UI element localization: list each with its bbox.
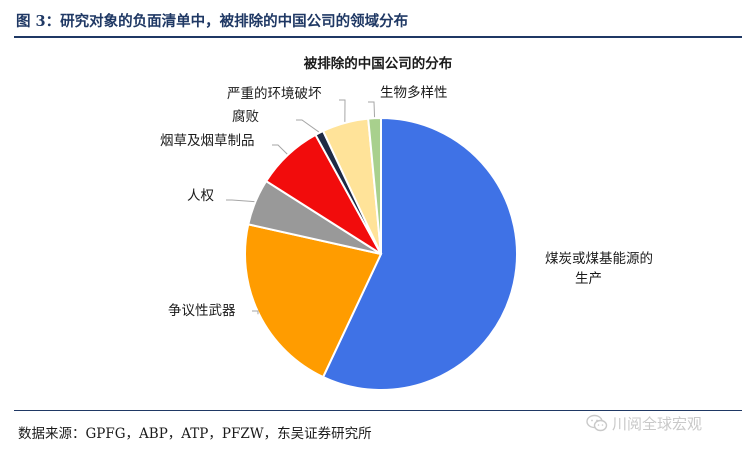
wechat-icon: [586, 414, 608, 432]
watermark-text: 川阅全球宏观: [612, 414, 703, 433]
slice-label: 严重的环境破坏: [227, 86, 322, 102]
leader-line: [339, 99, 346, 122]
pie-slice: [244, 223, 383, 379]
leader-line: [296, 119, 320, 133]
pie-slice: [321, 116, 518, 391]
leader-line: [252, 310, 259, 315]
figure-header: 图 3：研究对象的负面清单中，被排除的中国公司的领域分布: [14, 6, 742, 38]
figure-footer-rule: [14, 410, 742, 411]
slice-label: 腐败: [232, 109, 259, 125]
data-source: 数据来源：GPFG，ABP，ATP，PFZW，东吴证券研究所: [18, 426, 372, 442]
slice-label: 生物多样性: [380, 84, 448, 101]
leader-line: [272, 144, 288, 155]
slice-label: 烟草及烟草制品: [160, 133, 255, 149]
chart-title: 被排除的中国公司的分布: [304, 55, 453, 72]
slice-label: 人权: [187, 187, 214, 204]
pie-slices: [244, 116, 518, 391]
watermark: 川阅全球宏观: [586, 411, 702, 435]
slice-label: 争议性武器: [168, 303, 236, 319]
pie-slice: [367, 116, 382, 255]
leader-line: [226, 199, 255, 203]
slice-label: 煤炭或煤基能源的生产: [545, 250, 653, 287]
leader-lines: [226, 99, 376, 315]
leader-line: [368, 101, 376, 118]
figure-title: 图 3：研究对象的负面清单中，被排除的中国公司的领域分布: [16, 13, 409, 30]
